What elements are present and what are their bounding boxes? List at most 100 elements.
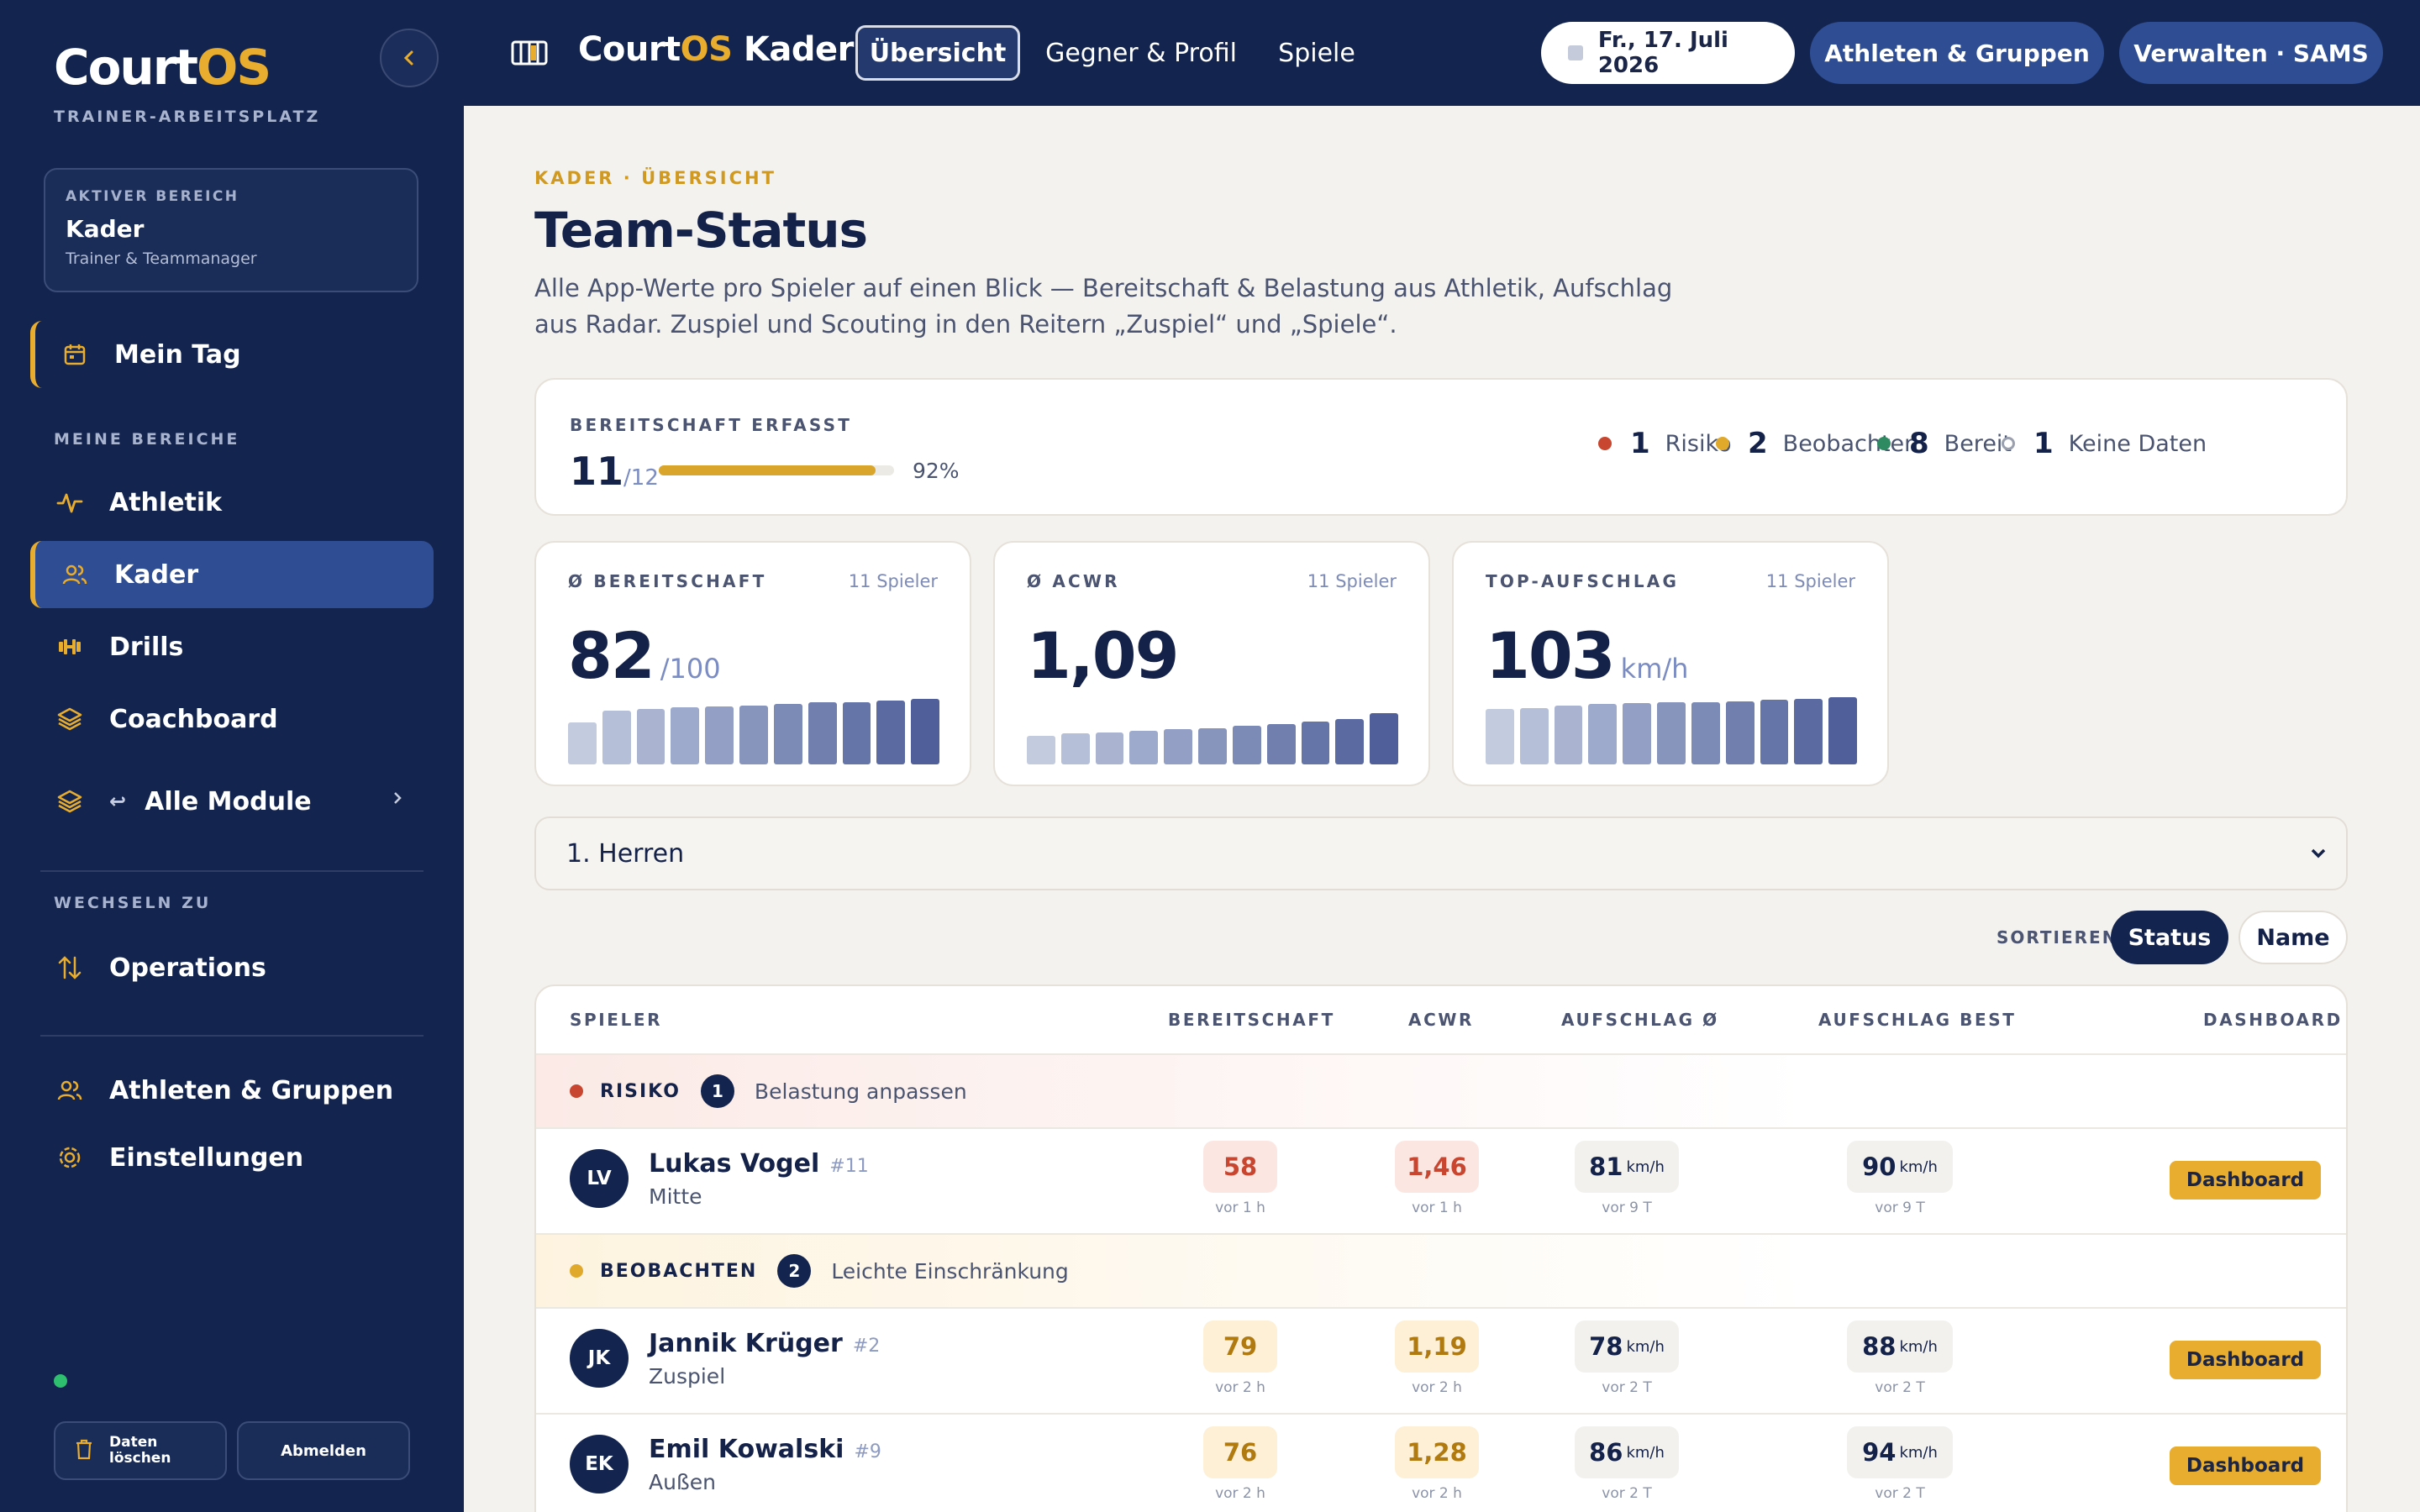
serve-best-chip: 90 km/h [1847,1141,1953,1193]
spark-bar [1370,713,1398,764]
sort-status-button[interactable]: Status [2111,911,2228,964]
spark-bar [1095,732,1124,764]
top-bar: CourtOS Kader Übersicht Gegner & Profil … [464,0,2420,106]
date-picker[interactable]: Fr., 17. Juli 2026 [1541,22,1795,84]
player-role: Außen [649,1470,716,1494]
logout-label: Abmelden [281,1441,366,1460]
group-count: 2 [777,1254,812,1288]
dashboard-button[interactable]: Dashboard [2170,1446,2321,1485]
sidebar-item-label: Operations [109,953,266,983]
legend-count: 2 [1748,427,1768,460]
spark-bar [1623,703,1652,764]
group-count: 1 [700,1074,734,1108]
table-divider [536,1413,2346,1415]
spark-bar [1657,702,1686,764]
sidebar-item-drills[interactable]: Drills [30,613,434,680]
manage-sams-button[interactable]: Verwalten · SAMS [2119,22,2383,84]
sidebar-item-my-day[interactable]: Mein Tag [30,321,434,388]
column-header-player: SPIELER [570,1010,663,1030]
readiness-count: 11/12 [570,449,659,494]
spark-bar [1760,700,1789,764]
active-area-card[interactable]: AKTIVER BEREICH Kader Trainer & Teammana… [44,168,418,292]
sidebar: CourtOS TRAINER-ARBEITSPLATZ AKTIVER BER… [0,0,464,1512]
watch-dot [570,1264,583,1278]
sidebar-item-athletik[interactable]: Athletik [30,469,434,536]
table-divider [536,1127,2346,1129]
serve-avg-chip: 81 km/h [1575,1141,1679,1193]
sidebar-item-all-modules[interactable]: ↩ Alle Module [30,768,434,835]
serve-avg-age: vor 2 T [1602,1485,1652,1502]
layers-icon [55,787,84,816]
spark-bar [1725,701,1754,764]
group-row-risk: RISIKO 1 Belastung anpassen [536,1055,2346,1127]
legend-label: Keine Daten [2068,430,2207,457]
sidebar-item-label: Coachboard [109,704,278,734]
chevron-left-icon [403,50,413,66]
table-divider [536,1307,2346,1309]
acwr-chip: 1,28 [1395,1426,1479,1478]
activity-icon [55,488,84,517]
stat-value: 82/100 [568,618,721,693]
serve-best-chip: 88 km/h [1847,1320,1953,1373]
return-icon: ↩ [109,790,127,813]
stat-player-count: 11 Spieler [848,571,938,591]
legend-count: 1 [2033,427,2054,460]
gear-icon [55,1143,84,1172]
status-dot [2002,437,2015,450]
team-select[interactable]: 1. Herren [534,816,2348,890]
sort-name-button[interactable]: Name [2238,911,2348,964]
athletes-groups-button[interactable]: Athleten & Gruppen [1810,22,2104,84]
tab-games[interactable]: Spiele [1278,38,1355,68]
collapse-sidebar-button[interactable] [380,29,439,87]
readiness-progress [659,465,894,475]
sidebar-item-label: Athletik [109,487,223,517]
sidebar-item-coachboard[interactable]: Coachboard [30,685,434,753]
readiness-summary-card: BEREITSCHAFT ERFASST 11/12 92% 1 Risiko 2 B… [534,378,2348,516]
player-table: SPIELER BEREITSCHAFT ACWR AUFSCHLAG Ø AU… [534,984,2348,1512]
logout-button[interactable]: Abmelden [237,1421,410,1480]
player-name[interactable]: Emil Kowalski #9 [649,1435,881,1464]
tab-opponent-profile[interactable]: Gegner & Profil [1045,38,1237,68]
dashboard-button[interactable]: Dashboard [2170,1161,2321,1200]
player-name[interactable]: Lukas Vogel #11 [649,1149,869,1179]
spark-bar [1554,705,1583,764]
avatar: LV [570,1149,629,1208]
sidebar-divider [40,1035,424,1037]
court-icon [511,39,548,71]
acwr-age: vor 1 h [1412,1200,1462,1216]
column-header-dashboard: DASHBOARD [2203,1010,2343,1030]
calendar-icon [60,340,89,369]
page-intro: Alle App-Werte pro Spieler auf einen Bli… [534,274,1673,339]
sidebar-item-operations[interactable]: Operations [30,934,434,1001]
stat-kicker: Ø ACWR [1027,571,1120,591]
readiness-age: vor 2 h [1215,1485,1265,1502]
sidebar-item-settings[interactable]: Einstellungen [30,1124,434,1191]
readiness-age: vor 2 h [1215,1379,1265,1396]
section-label-switch: WECHSELN ZU [54,894,212,912]
serve-best-age: vor 2 T [1875,1485,1925,1502]
spark-bar [1129,731,1159,764]
column-header-serve-avg: AUFSCHLAG Ø [1561,1010,1719,1030]
spark-bar [671,707,700,764]
sidebar-item-kader[interactable]: Kader [30,541,434,608]
player-name[interactable]: Jannik Krüger #2 [649,1329,881,1358]
tab-overview[interactable]: Übersicht [855,25,1020,81]
clear-data-button[interactable]: Daten löschen [54,1421,227,1480]
logo-subtitle: TRAINER-ARBEITSPLATZ [54,108,321,126]
team-select-value: 1. Herren [566,838,685,869]
serve-avg-age: vor 9 T [1602,1200,1652,1216]
serve-avg-chip: 86 km/h [1575,1426,1679,1478]
page-title: Team-Status [534,202,868,259]
dashboard-button[interactable]: Dashboard [2170,1341,2321,1379]
sidebar-item-athletes-groups[interactable]: Athleten & Gruppen [30,1057,434,1124]
acwr-chip: 1,46 [1395,1141,1479,1193]
sort-label: SORTIEREN [1996,927,2118,948]
sidebar-item-label: Athleten & Gruppen [109,1075,394,1105]
readiness-chip: 58 [1203,1141,1277,1193]
legend-count: 1 [1630,427,1650,460]
table-divider [536,1053,2346,1055]
readiness-age: vor 1 h [1215,1200,1265,1216]
spark-bar [1588,704,1618,764]
serve-best-age: vor 2 T [1875,1379,1925,1396]
sidebar-item-label: Drills [109,632,184,662]
